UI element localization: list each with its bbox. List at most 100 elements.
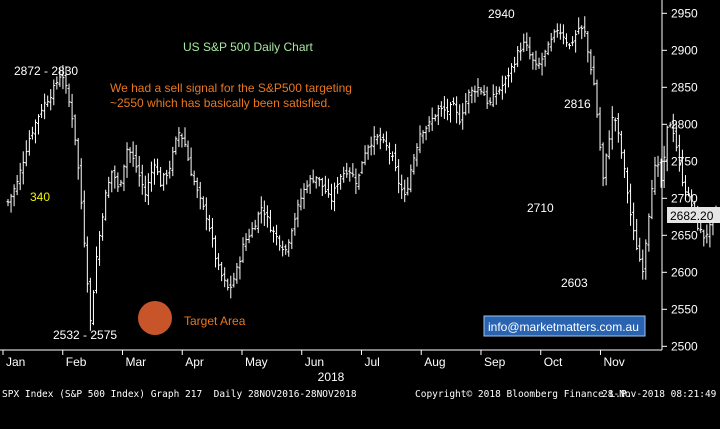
ohlc-bar (262, 200, 266, 226)
ohlc-bar (540, 52, 544, 76)
ohlc-bar (268, 209, 272, 233)
ohlc-bar (275, 224, 279, 246)
ohlc-bar (140, 164, 144, 195)
ohlc-bar (79, 158, 83, 210)
ohlc-bar (629, 183, 633, 226)
ohlc-bar (128, 147, 132, 164)
contact-email[interactable]: info@marketmatters.com.au (488, 320, 639, 334)
ohlc-bar (384, 131, 388, 151)
ohlc-bar (577, 17, 581, 35)
ohlc-bar (207, 214, 211, 232)
ohlc-bar (198, 181, 202, 210)
ohlc-bar (561, 24, 565, 45)
ohlc-bar (455, 96, 459, 124)
ohlc-bar (284, 244, 288, 255)
ohlc-bar (43, 93, 47, 120)
ohlc-bar (522, 33, 526, 53)
ohlc-bar (348, 167, 352, 182)
ohlc-bar (235, 262, 239, 284)
ohlc-bar (339, 173, 343, 190)
ohlc-bar (76, 138, 80, 180)
label-2603: 2603 (561, 276, 588, 290)
ohlc-bar (506, 67, 510, 88)
y-tick-label: 2600 (671, 265, 698, 279)
footer-timestamp: 28-Nov-2018 08:21:49 (602, 389, 717, 400)
ohlc-bar (452, 97, 456, 106)
ohlc-bar (259, 196, 263, 224)
ohlc-bar (61, 65, 65, 90)
ohlc-bar (531, 52, 535, 70)
ohlc-bar (543, 49, 547, 67)
ohlc-bar (320, 177, 324, 197)
ohlc-bar (98, 231, 102, 266)
ohlc-bar (571, 36, 575, 47)
ohlc-bar (601, 142, 605, 187)
ohlc-bar (513, 56, 517, 73)
ohlc-bar (296, 199, 300, 228)
y-tick-label: 2950 (671, 6, 698, 20)
ohlc-bar (342, 166, 346, 183)
bloomberg-footer: SPX Index (S&P 500 Index) Graph 217 Dail… (0, 385, 720, 403)
ohlc-bar (534, 50, 538, 71)
ohlc-bar (549, 32, 553, 52)
chart-background (0, 0, 720, 403)
ohlc-bar (415, 143, 419, 167)
ohlc-bar (604, 153, 608, 186)
spx-daily-chart: 2500 2550 2600 2650 2700 2750 2800 2850 2900 2950… (0, 0, 720, 403)
ohlc-bar (247, 228, 251, 244)
ohlc-bar (546, 41, 550, 56)
ohlc-bar (46, 95, 50, 107)
ohlc-bar (345, 162, 349, 178)
ohlc-bar (641, 249, 645, 280)
ohlc-bar (525, 32, 529, 52)
ohlc-bar (67, 83, 71, 108)
footer-source: SPX Index (S&P 500 Index) Graph 217 Dail… (2, 389, 357, 400)
ohlc-bar (73, 114, 77, 146)
ohlc-bar (516, 46, 520, 68)
ohlc-bar (183, 127, 187, 147)
x-tick-label: Apr (185, 355, 204, 369)
y-tick-label: 2900 (671, 43, 698, 57)
ohlc-bar (467, 89, 471, 114)
ohlc-bar (281, 240, 285, 257)
ohlc-bar (241, 237, 245, 263)
ohlc-bar (113, 165, 117, 189)
ohlc-bar (708, 218, 712, 248)
ohlc-bar (632, 202, 636, 241)
ohlc-bar (27, 130, 31, 156)
ohlc-bar (272, 226, 276, 243)
ohlc-bar (433, 114, 437, 122)
ohlc-bar (635, 218, 639, 251)
ohlc-bar (70, 93, 74, 128)
ohlc-bar (152, 158, 156, 185)
ohlc-bar (687, 186, 691, 197)
ohlc-bar (378, 127, 382, 150)
ohlc-bar (116, 172, 120, 193)
ohlc-bar (427, 116, 431, 133)
ohlc-bar (149, 161, 153, 192)
ohlc-bar (363, 145, 367, 166)
ohlc-bar (574, 30, 578, 53)
ohlc-bar (586, 30, 590, 63)
ohlc-bar (156, 158, 160, 176)
ohlc-bar (55, 76, 59, 90)
ohlc-bar (552, 29, 556, 43)
ohlc-bar (430, 107, 434, 131)
ohlc-bar (387, 142, 391, 165)
ohlc-bar (598, 107, 602, 151)
ohlc-bar (232, 272, 236, 288)
x-tick-label: Mar (125, 355, 146, 369)
ohlc-bar (375, 133, 379, 145)
ohlc-bar (424, 125, 428, 141)
ohlc-bar (485, 86, 489, 109)
target-area-label: Target Area (184, 314, 246, 328)
ohlc-bar (146, 173, 150, 206)
ohlc-bar (85, 236, 89, 293)
y-tick-label: 2800 (671, 117, 698, 131)
y-tick-label: 2700 (671, 191, 698, 205)
ohlc-bar (610, 106, 614, 150)
ohlc-bar (360, 161, 364, 175)
ohlc-bar (595, 79, 599, 118)
ohlc-bar (583, 16, 587, 37)
ohlc-bar (702, 229, 706, 247)
